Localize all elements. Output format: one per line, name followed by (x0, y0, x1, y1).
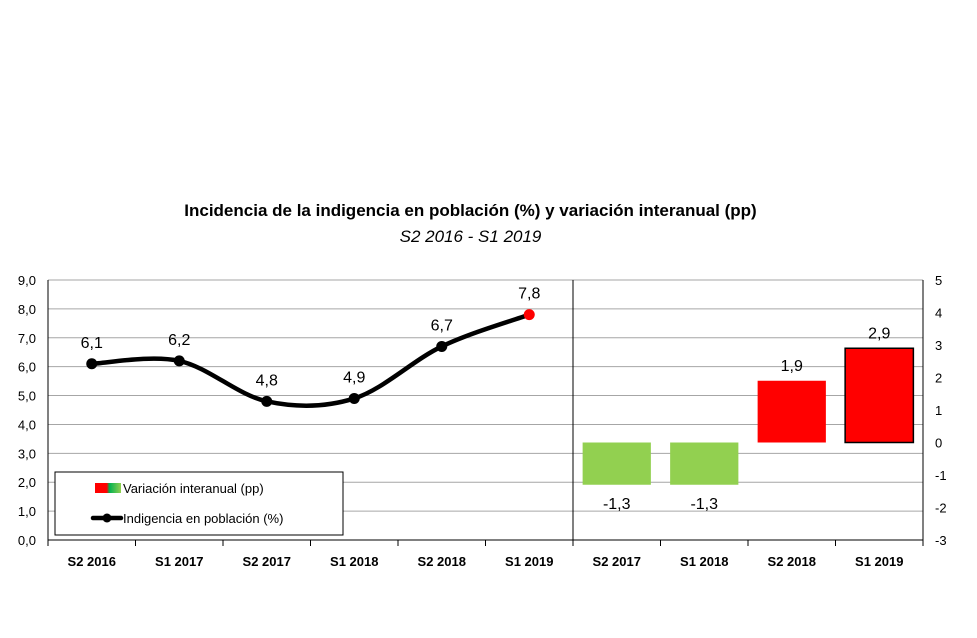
data-point (436, 340, 448, 352)
bar-value-label: 2,9 (868, 325, 890, 342)
line-series (86, 309, 535, 408)
bar-value-label: -1,3 (603, 496, 631, 513)
y-tick-label-right: -1 (935, 468, 947, 483)
chart-title: Incidencia de la indigencia en población… (184, 201, 757, 220)
chart-subtitle: S2 2016 - S1 2019 (399, 227, 542, 246)
y-tick-label-left: 8,0 (18, 302, 36, 317)
y-tick-label-right: 4 (935, 306, 942, 321)
y-tick-label-right: 5 (935, 273, 942, 288)
bar (844, 347, 915, 444)
data-point (86, 358, 98, 370)
x-tick-label: S1 2018 (330, 554, 378, 569)
point-value-label: 4,9 (343, 369, 365, 386)
data-point (523, 309, 535, 321)
y-tick-label-left: 7,0 (18, 331, 36, 346)
y-tick-label-right: 2 (935, 371, 942, 386)
bar-value-label: 1,9 (781, 358, 803, 375)
y-tick-label-right: -2 (935, 501, 947, 516)
y-tick-label-right: 0 (935, 436, 942, 451)
point-value-label: 7,8 (518, 286, 540, 303)
y-tick-label-left: 1,0 (18, 504, 36, 519)
x-tick-label: S1 2018 (680, 554, 728, 569)
x-tick-label: S1 2019 (505, 554, 553, 569)
series-line (89, 312, 532, 408)
y-tick-label-left: 3,0 (18, 446, 36, 461)
data-point (173, 355, 185, 367)
point-value-label: 6,7 (431, 317, 453, 334)
point-value-label: 6,2 (168, 332, 190, 349)
y-tick-label-left: 6,0 (18, 360, 36, 375)
y-tick-label-left: 5,0 (18, 389, 36, 404)
data-point (348, 392, 360, 404)
x-tick-label: S2 2016 (68, 554, 116, 569)
bar (670, 442, 739, 485)
bar (757, 380, 826, 443)
y-tick-label-right: -3 (935, 533, 947, 548)
legend-box (54, 471, 344, 536)
legend-label-line: Indigencia en población (%) (123, 511, 283, 526)
axes: 0,0 1,0 2,0 3,0 4,0 5,0 6,0 7,0 8,0 9,0 -3 -2 -1 0 1 2 3… (18, 273, 947, 569)
y-tick-label-left: 4,0 (18, 417, 36, 432)
x-tick-label: S1 2019 (855, 554, 903, 569)
legend: Variación interanual (pp) Indigencia en p… (54, 471, 344, 536)
y-tick-label-right: 1 (935, 403, 942, 418)
bar (582, 442, 651, 485)
x-tick-label: S2 2018 (768, 554, 816, 569)
y-tick-label-left: 0,0 (18, 533, 36, 548)
y-tick-label-left: 2,0 (18, 475, 36, 490)
point-value-label: 6,1 (81, 335, 103, 352)
legend-swatch-bar (95, 483, 121, 493)
bar-series (582, 347, 915, 485)
point-value-label: 4,8 (256, 372, 278, 389)
bar-value-label: -1,3 (690, 496, 718, 513)
legend-swatch-marker (102, 513, 112, 523)
data-point (261, 395, 273, 407)
legend-label-bar: Variación interanual (pp) (123, 481, 264, 496)
x-tick-label: S2 2017 (243, 554, 291, 569)
x-tick-label: S2 2018 (418, 554, 466, 569)
x-tick-label: S1 2017 (155, 554, 203, 569)
x-tick-label: S2 2017 (593, 554, 641, 569)
y-tick-label-right: 3 (935, 338, 942, 353)
data-labels: -1,3 -1,3 1,9 2,9 6,1 6,2 4,8 4,9 6,7 7,8 (81, 286, 891, 513)
y-tick-label-left: 9,0 (18, 273, 36, 288)
